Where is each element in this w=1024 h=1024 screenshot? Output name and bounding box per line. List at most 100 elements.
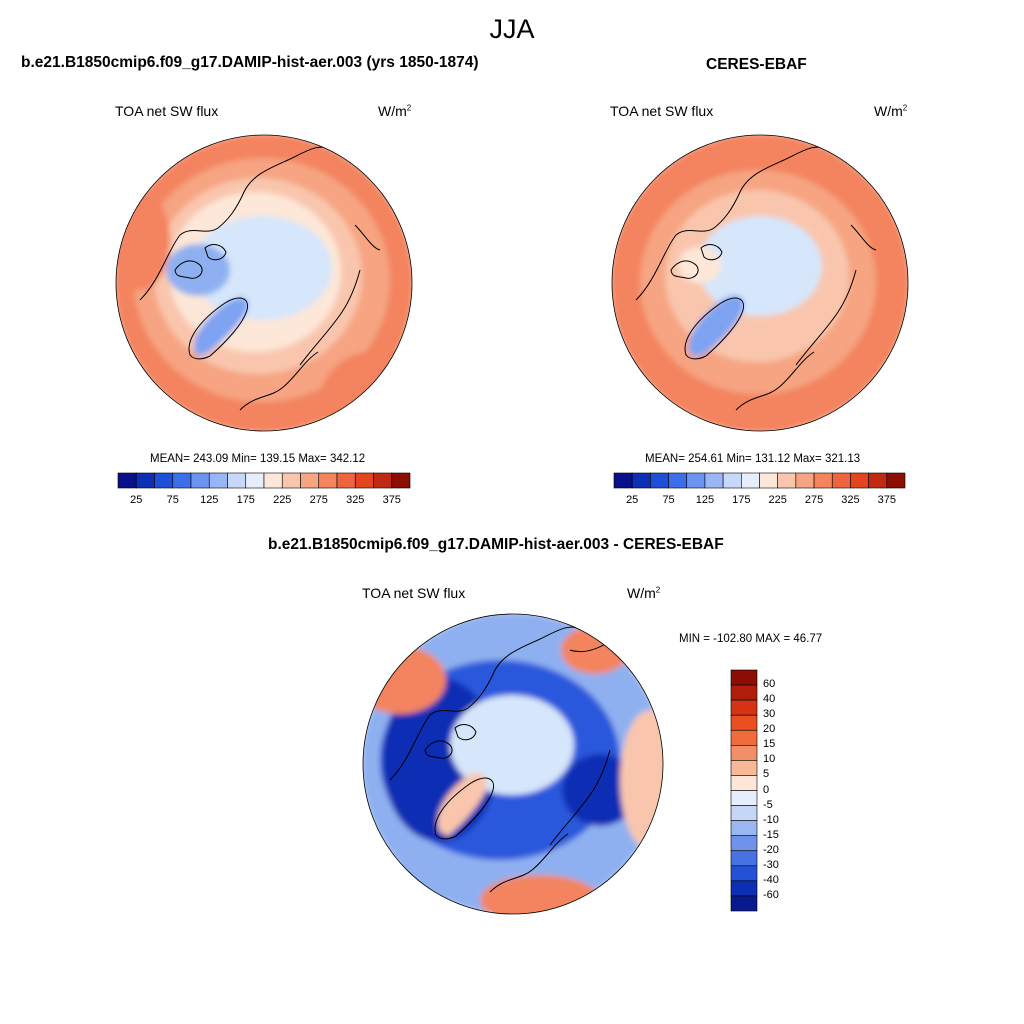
colorbar-difference-tick-label: 60 bbox=[763, 678, 776, 691]
map3-warm-south bbox=[480, 875, 600, 914]
colorbar-difference-tick-label: 40 bbox=[763, 693, 776, 706]
polar-map-difference bbox=[363, 614, 663, 914]
colorbar-model-tick-label: 175 bbox=[236, 494, 255, 506]
map1-arctic-ice bbox=[192, 216, 332, 320]
colorbar-model-swatch bbox=[227, 472, 247, 489]
colorbar-difference-swatch bbox=[730, 880, 758, 897]
map2-border bbox=[611, 134, 909, 432]
colorbar-difference-swatch bbox=[730, 684, 758, 701]
polar-map-observations bbox=[612, 135, 908, 431]
colorbar-observations-tick-label: 125 bbox=[695, 494, 715, 506]
colorbar-observations-tick-label: 225 bbox=[768, 494, 787, 506]
panel2-units-label: W/m2 bbox=[874, 103, 908, 119]
colorbar-observations-swatch bbox=[777, 472, 797, 489]
colorbar-observations-swatch bbox=[741, 472, 760, 489]
map2-greenland bbox=[688, 295, 744, 356]
colorbar-observations-swatch bbox=[704, 472, 724, 489]
colorbar-difference-swatch bbox=[730, 714, 758, 731]
colorbar-difference-swatch bbox=[730, 669, 758, 686]
colorbar-observations-swatch bbox=[686, 472, 706, 489]
colorbar-observations-tick-label: 325 bbox=[841, 494, 860, 506]
colorbar-model-tick-label: 225 bbox=[273, 494, 292, 506]
colorbar-model-swatch bbox=[300, 472, 320, 489]
colorbar-difference-tick-label: 5 bbox=[763, 768, 770, 781]
colorbar-observations-swatch bbox=[759, 472, 778, 489]
colorbar-model-tick-label: 25 bbox=[130, 494, 143, 506]
colorbar-difference bbox=[730, 669, 758, 912]
map1-east-warm bbox=[320, 350, 412, 431]
panel3-variable-label: TOA net SW flux bbox=[362, 585, 466, 601]
map2-coastlines bbox=[635, 146, 877, 411]
map1-greenland bbox=[193, 297, 249, 355]
colorbar-model-swatch bbox=[336, 472, 356, 489]
colorbar-model-tick-label: 275 bbox=[309, 494, 328, 506]
colorbar-model-swatch bbox=[172, 472, 192, 489]
colorbar-observations-swatch bbox=[850, 472, 869, 489]
colorbar-observations-swatch bbox=[613, 472, 633, 489]
colorbar-observations-tick-label: 75 bbox=[662, 494, 675, 506]
colorbar-observations-tick-label: 375 bbox=[877, 494, 896, 506]
colorbar-difference-swatch bbox=[730, 775, 758, 791]
colorbar-model-swatch bbox=[281, 472, 301, 489]
colorbar-difference-tick-label: -40 bbox=[763, 873, 779, 886]
colorbar-difference-swatch bbox=[730, 760, 758, 776]
panel2-title: CERES-EBAF bbox=[706, 56, 807, 73]
colorbar-difference-tick-label: -5 bbox=[763, 798, 773, 811]
colorbar-difference-swatch bbox=[730, 850, 758, 867]
colorbar-model-tick-label: 75 bbox=[166, 494, 179, 506]
colorbar-model-swatch bbox=[208, 472, 228, 489]
map1-west-warm bbox=[116, 190, 170, 290]
panel3-stats: MIN = -102.80 MAX = 46.77 bbox=[679, 633, 823, 645]
colorbar-difference-swatch bbox=[730, 895, 758, 912]
colorbar-observations-swatch bbox=[650, 472, 669, 489]
colorbar-difference-tick-label: 15 bbox=[763, 738, 776, 751]
map3-light-southwest bbox=[392, 856, 468, 904]
colorbar-difference-swatch bbox=[730, 865, 758, 882]
map1-border bbox=[115, 134, 413, 432]
polar-map-model bbox=[116, 135, 412, 431]
colorbar-model-tick-label: 375 bbox=[382, 494, 401, 506]
colorbar-difference-swatch bbox=[730, 805, 758, 821]
map3-border bbox=[362, 613, 664, 915]
colorbar-difference-tick-label: -10 bbox=[763, 813, 779, 826]
colorbar-observations bbox=[613, 472, 906, 489]
map3-deep-blue-east bbox=[562, 754, 638, 826]
map3-warm-east bbox=[620, 710, 663, 850]
colorbar-observations-swatch bbox=[722, 472, 742, 489]
panel2-variable-label: TOA net SW flux bbox=[610, 103, 714, 119]
season-title: JJA bbox=[489, 14, 535, 44]
colorbar-model-tick-label: 325 bbox=[346, 494, 365, 506]
colorbar-observations-swatch bbox=[868, 472, 888, 489]
colorbar-model-swatch bbox=[354, 472, 374, 489]
colorbar-difference-tick-label: 20 bbox=[763, 723, 776, 736]
colorbar-difference-swatch bbox=[730, 745, 758, 761]
panel3-units-label: W/m2 bbox=[627, 585, 661, 601]
map2-archipelago-pale bbox=[678, 247, 722, 283]
panel1-variable-label: TOA net SW flux bbox=[115, 103, 219, 119]
colorbar-observations-tick-label: 175 bbox=[732, 494, 751, 506]
map3-coastlines bbox=[389, 626, 613, 893]
colorbar-model-swatch bbox=[135, 472, 155, 489]
colorbar-difference-swatch bbox=[730, 820, 758, 836]
panel1-units-label: W/m2 bbox=[378, 103, 412, 119]
colorbar-model-swatch bbox=[373, 472, 393, 489]
colorbar-model bbox=[117, 472, 411, 489]
map2-arctic-ice bbox=[698, 216, 822, 316]
map3-warm-northwest bbox=[363, 646, 446, 714]
map3-central-ice bbox=[450, 695, 574, 795]
colorbar-difference-swatch bbox=[730, 729, 758, 746]
panel3-title: b.e21.B1850cmip6.f09_g17.DAMIP-hist-aer.… bbox=[268, 536, 724, 553]
colorbar-observations-swatch bbox=[631, 472, 651, 489]
colorbar-model-swatch bbox=[117, 472, 137, 489]
map3-greenland-warm bbox=[437, 773, 487, 836]
panel1-stats: MEAN= 243.09 Min= 139.15 Max= 342.12 bbox=[150, 453, 366, 465]
colorbar-model-swatch bbox=[190, 472, 210, 489]
colorbar-observations-swatch bbox=[813, 472, 833, 489]
colorbar-difference-swatch bbox=[730, 835, 758, 852]
colorbar-difference-swatch bbox=[730, 699, 758, 716]
colorbar-model-swatch bbox=[245, 472, 265, 489]
colorbar-model-swatch bbox=[318, 472, 338, 489]
colorbar-model-swatch bbox=[391, 472, 411, 489]
colorbar-difference-swatch bbox=[730, 790, 758, 806]
